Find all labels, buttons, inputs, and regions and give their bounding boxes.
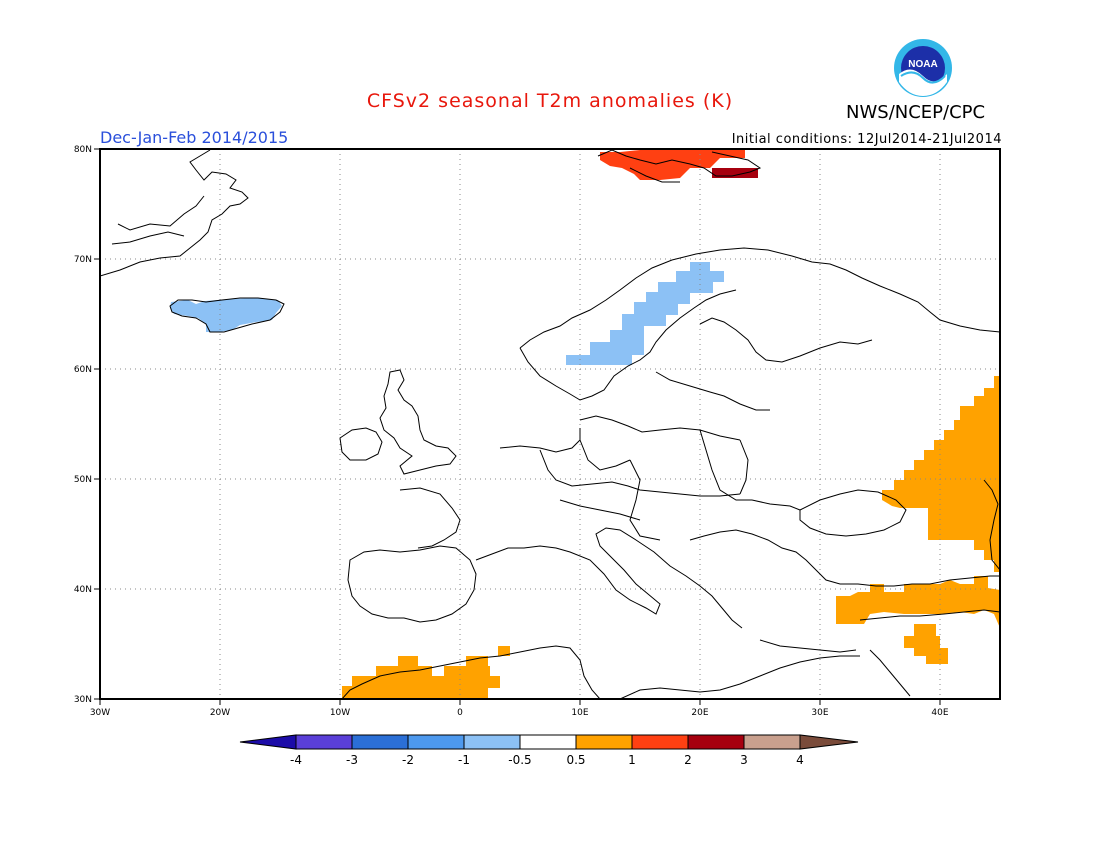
colorbar-tick: -3: [346, 753, 358, 767]
logo-text: NOAA: [908, 59, 937, 70]
lon-label: 20W: [210, 708, 230, 718]
lon-label: 0: [457, 708, 463, 718]
lon-label: 10W: [330, 708, 350, 718]
season-label: Dec-Jan-Feb 2014/2015: [100, 128, 289, 147]
colorbar-labels: -4 -3 -2 -1 -0.5 0.5 1 2 3 4: [290, 753, 804, 767]
colorbar-segment: [687, 734, 745, 750]
colorbar-tick: -0.5: [508, 753, 531, 767]
anomaly-fill-layer: [170, 150, 1000, 699]
organization-label: NWS/NCEP/CPC: [846, 102, 986, 123]
lat-label: 80N: [74, 145, 92, 155]
lat-label: 40N: [74, 585, 92, 595]
colorbar-tick: 3: [740, 753, 748, 767]
lon-labels: 30W 20W 10W 0 10E 20E 30E 40E: [90, 708, 949, 718]
colorbar-segment: [631, 734, 689, 750]
colorbar-arrow-low: [239, 734, 297, 750]
lat-label: 50N: [74, 475, 92, 485]
colorbar-tick: 0.5: [566, 753, 585, 767]
colorbar-tick: -1: [458, 753, 470, 767]
lon-label: 40E: [931, 708, 948, 718]
anomaly-turkey: [836, 576, 1000, 628]
colorbar-segment: [575, 734, 633, 750]
colorbar-segment: [407, 734, 465, 750]
lat-label: 30N: [74, 695, 92, 705]
colorbar-tick: 2: [684, 753, 692, 767]
colorbar-segment: [351, 734, 409, 750]
colorbar-tick: 4: [796, 753, 804, 767]
lat-label: 70N: [74, 255, 92, 265]
anomaly-north-africa-small-1: [466, 656, 488, 666]
colorbar-segments: [239, 734, 859, 750]
anomaly-north-africa-small-2: [498, 646, 510, 656]
anomaly-north-africa: [342, 656, 500, 699]
lon-label: 30W: [90, 708, 110, 718]
tick-marks: [94, 148, 941, 705]
colorbar-segment: [295, 734, 353, 750]
colorbar-segment: [519, 734, 577, 750]
colorbar-tick: -2: [402, 753, 414, 767]
anomaly-middle-east: [904, 624, 948, 664]
anomaly-russia: [882, 376, 1000, 572]
colorbar-segment: [463, 734, 521, 750]
map-title: CFSv2 seasonal T2m anomalies (K): [366, 90, 734, 112]
lat-labels: 30N 40N 50N 60N 70N 80N: [74, 145, 92, 705]
gridlines: [100, 149, 1000, 699]
coastlines: [100, 149, 1000, 699]
initial-conditions-label: Initial conditions: 12Jul2014-21Jul2014: [731, 132, 1002, 147]
lat-label: 60N: [74, 365, 92, 375]
lon-label: 20E: [691, 708, 708, 718]
map-frame: [99, 148, 1001, 700]
anomaly-svalbard: [600, 150, 745, 180]
colorbar-tick: -4: [290, 753, 302, 767]
colorbar-segment: [743, 734, 801, 750]
colorbar-arrow-high: [799, 734, 859, 750]
colorbar-tick: 1: [628, 753, 636, 767]
anomaly-iceland: [170, 298, 282, 332]
noaa-logo: NOAA: [894, 39, 952, 97]
lon-label: 30E: [811, 708, 828, 718]
anomaly-scandinavia: [566, 262, 724, 365]
lon-label: 10E: [571, 708, 588, 718]
